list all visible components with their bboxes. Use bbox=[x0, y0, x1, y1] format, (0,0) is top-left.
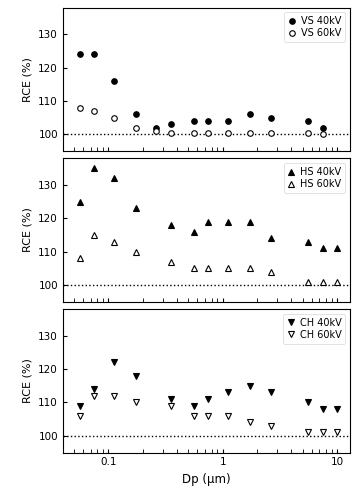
HS 60kV bbox=[335, 278, 339, 284]
VS 40kV bbox=[306, 118, 311, 124]
CH 40kV bbox=[168, 396, 173, 402]
CH 60kV bbox=[134, 400, 138, 406]
CH 40kV bbox=[269, 390, 273, 396]
HS 40kV bbox=[226, 218, 230, 224]
VS 60kV bbox=[321, 132, 325, 138]
HS 60kV bbox=[321, 278, 325, 284]
Y-axis label: RCE (%): RCE (%) bbox=[23, 208, 33, 252]
VS 40kV bbox=[269, 114, 273, 120]
HS 40kV bbox=[269, 236, 273, 242]
CH 40kV bbox=[134, 372, 138, 378]
VS 40kV bbox=[206, 118, 210, 124]
CH 40kV bbox=[112, 360, 116, 366]
Line: VS 40kV: VS 40kV bbox=[77, 52, 326, 130]
HS 60kV bbox=[134, 248, 138, 254]
HS 40kV bbox=[192, 228, 196, 234]
VS 40kV bbox=[112, 78, 116, 84]
VS 60kV bbox=[206, 130, 210, 136]
VS 60kV bbox=[168, 130, 173, 136]
Line: HS 40kV: HS 40kV bbox=[77, 166, 340, 251]
HS 60kV bbox=[92, 232, 96, 238]
Line: VS 60kV: VS 60kV bbox=[77, 105, 326, 137]
CH 60kV bbox=[192, 413, 196, 419]
CH 60kV bbox=[92, 392, 96, 398]
CH 60kV bbox=[78, 413, 82, 419]
CH 40kV bbox=[192, 403, 196, 409]
CH 40kV bbox=[321, 406, 325, 412]
CH 60kV bbox=[226, 413, 230, 419]
VS 40kV bbox=[226, 118, 230, 124]
CH 40kV bbox=[335, 406, 339, 412]
VS 40kV bbox=[248, 112, 253, 117]
VS 60kV bbox=[112, 114, 116, 120]
CH 60kV bbox=[206, 413, 210, 419]
CH 60kV bbox=[306, 430, 311, 436]
CH 40kV bbox=[248, 382, 253, 388]
CH 40kV bbox=[306, 400, 311, 406]
HS 40kV bbox=[306, 238, 311, 244]
VS 60kV bbox=[192, 130, 196, 136]
X-axis label: Dp (μm): Dp (μm) bbox=[182, 473, 231, 486]
Line: CH 60kV: CH 60kV bbox=[77, 393, 340, 435]
Legend: CH 40kV, CH 60kV: CH 40kV, CH 60kV bbox=[283, 314, 345, 344]
VS 40kV bbox=[321, 124, 325, 130]
HS 40kV bbox=[112, 176, 116, 182]
HS 40kV bbox=[335, 246, 339, 252]
HS 60kV bbox=[306, 278, 311, 284]
CH 60kV bbox=[112, 392, 116, 398]
Line: HS 60kV: HS 60kV bbox=[77, 232, 340, 284]
HS 60kV bbox=[112, 238, 116, 244]
HS 40kV bbox=[321, 246, 325, 252]
VS 60kV bbox=[248, 130, 253, 136]
HS 60kV bbox=[206, 266, 210, 272]
HS 40kV bbox=[78, 198, 82, 204]
VS 40kV bbox=[154, 124, 158, 130]
VS 60kV bbox=[154, 128, 158, 134]
VS 60kV bbox=[134, 124, 138, 130]
HS 40kV bbox=[168, 222, 173, 228]
Y-axis label: RCE (%): RCE (%) bbox=[23, 57, 33, 102]
HS 40kV bbox=[92, 165, 96, 171]
CH 40kV bbox=[92, 386, 96, 392]
HS 60kV bbox=[269, 268, 273, 274]
Line: CH 40kV: CH 40kV bbox=[77, 360, 340, 412]
VS 40kV bbox=[134, 112, 138, 117]
HS 40kV bbox=[206, 218, 210, 224]
CH 60kV bbox=[248, 420, 253, 426]
VS 40kV bbox=[92, 51, 96, 57]
Legend: HS 40kV, HS 60kV: HS 40kV, HS 60kV bbox=[284, 163, 345, 193]
CH 40kV bbox=[78, 403, 82, 409]
Y-axis label: RCE (%): RCE (%) bbox=[23, 358, 33, 403]
VS 40kV bbox=[168, 122, 173, 128]
HS 60kV bbox=[226, 266, 230, 272]
VS 60kV bbox=[226, 130, 230, 136]
CH 60kV bbox=[321, 430, 325, 436]
VS 40kV bbox=[78, 51, 82, 57]
VS 60kV bbox=[92, 108, 96, 114]
CH 60kV bbox=[335, 430, 339, 436]
Legend: VS 40kV, VS 60kV: VS 40kV, VS 60kV bbox=[284, 12, 345, 42]
VS 60kV bbox=[269, 130, 273, 136]
HS 60kV bbox=[248, 266, 253, 272]
VS 60kV bbox=[78, 104, 82, 110]
CH 60kV bbox=[269, 423, 273, 429]
HS 60kV bbox=[78, 256, 82, 262]
HS 60kV bbox=[168, 258, 173, 264]
VS 60kV bbox=[306, 130, 311, 136]
HS 40kV bbox=[248, 218, 253, 224]
CH 40kV bbox=[226, 390, 230, 396]
CH 40kV bbox=[206, 396, 210, 402]
HS 60kV bbox=[192, 266, 196, 272]
HS 40kV bbox=[134, 206, 138, 212]
CH 60kV bbox=[168, 403, 173, 409]
VS 40kV bbox=[192, 118, 196, 124]
